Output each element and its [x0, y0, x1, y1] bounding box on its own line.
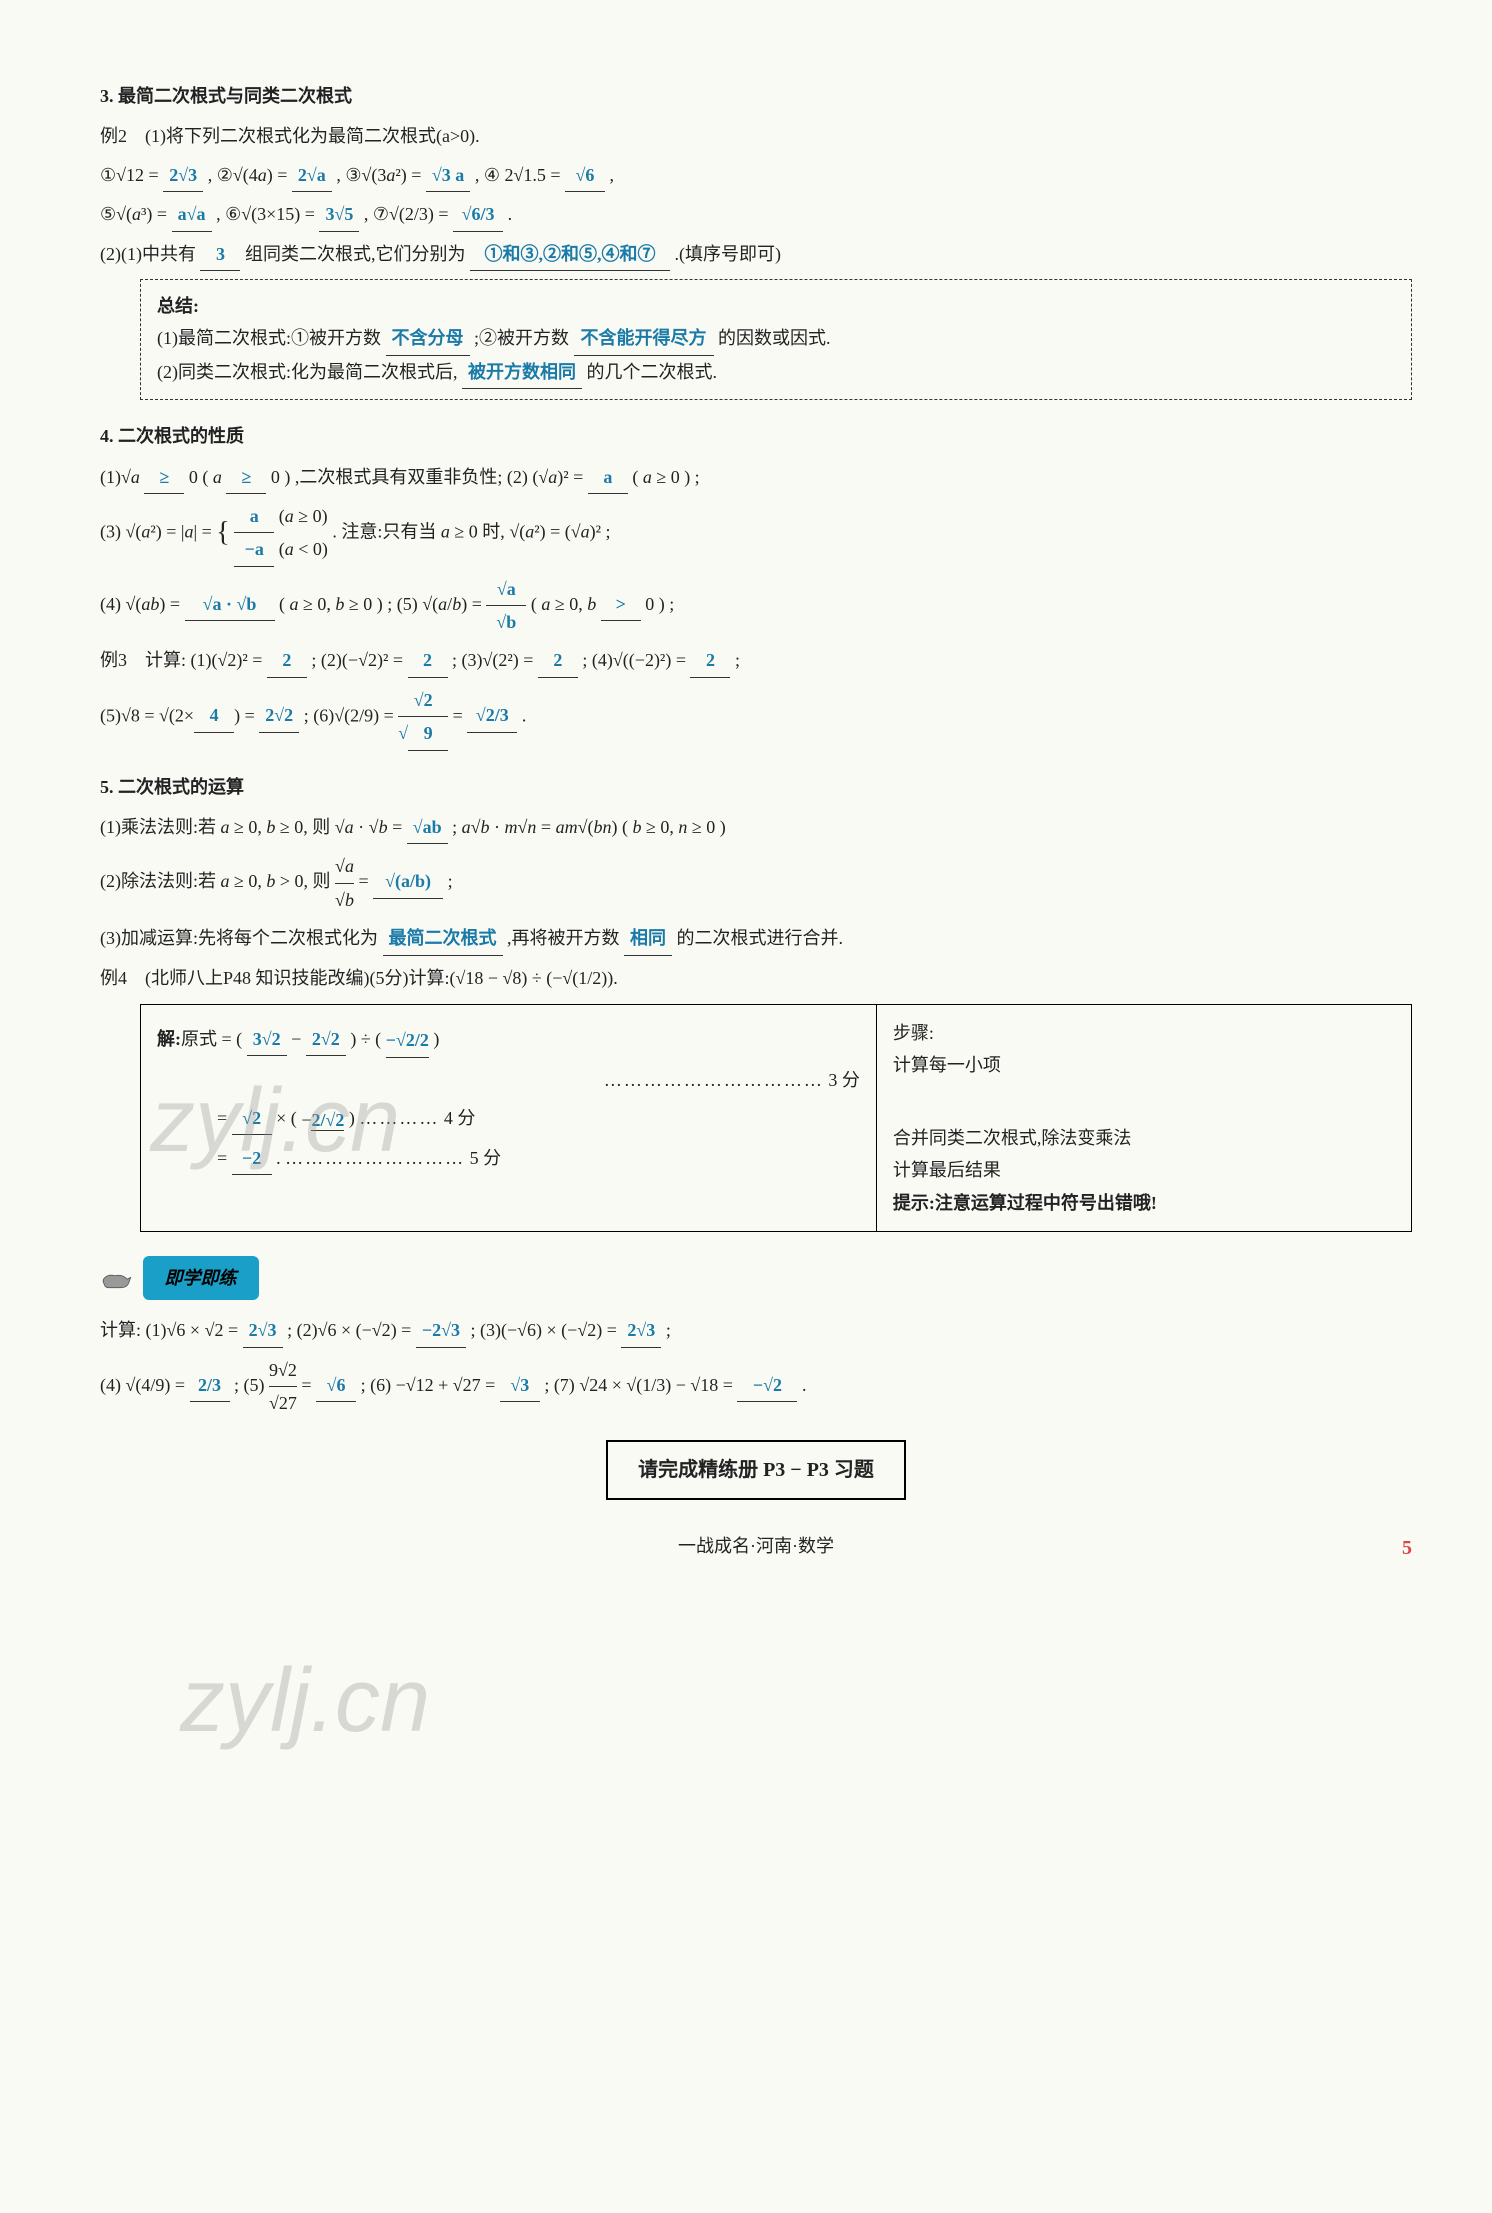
hint: 提示:注意运算过程中符号出错哦! [893, 1187, 1395, 1219]
practice-banner-row: 即学即练 [100, 1242, 1412, 1308]
practice-line2: (4) √(4/9) = 2/3 ; (5) 9√2√27 = √6 ; (6)… [100, 1354, 1412, 1420]
sb: 2√2 [306, 1023, 346, 1056]
ans-5: a√a [172, 198, 212, 231]
p4b1: √a · √b [185, 588, 275, 621]
exercise-box: 请完成精练册 P3 − P3 习题 [606, 1440, 906, 1500]
ans-2: 2√a [292, 159, 332, 192]
pa5: √6 [316, 1369, 356, 1402]
se: 2/√2 [311, 1110, 344, 1131]
e3-3: 2 [538, 644, 578, 677]
p3b1: a [234, 500, 274, 533]
sum1-b1: 不含分母 [386, 322, 470, 355]
e3-2: 2 [408, 644, 448, 677]
e3-1: 2 [267, 644, 307, 677]
pa3: 2√3 [621, 1314, 661, 1347]
e3-5a: 4 [194, 699, 234, 732]
ex2-line1: ①√12 = 2√3 , ②√(4a) = 2√a , ③√(3a²) = √3… [100, 159, 1412, 192]
sd: √2 [232, 1102, 272, 1135]
footer: 一战成名·河南·数学 5 [100, 1530, 1412, 1562]
p4b2: √a [486, 573, 526, 606]
e3-6c: √2/3 [467, 699, 517, 732]
sum1-b2: 不含能开得尽方 [574, 322, 714, 355]
p2-end: .(填序号即可) [674, 244, 781, 264]
page-number: 5 [1402, 1530, 1412, 1566]
ans-6: 3√5 [319, 198, 359, 231]
pa4: 2/3 [190, 1369, 230, 1402]
step1: 计算每一小项 [893, 1049, 1395, 1081]
pa1: 2√3 [243, 1314, 283, 1347]
e3-5b: 2√2 [259, 699, 299, 732]
groups-detail: ①和③,②和⑤,④和⑦ [470, 238, 670, 271]
section-5-title: 5. 二次根式的运算 [100, 771, 1412, 803]
summary-box: 总结: (1)最简二次根式:①被开方数 不含分母 ;②被开方数 不含能开得尽方 … [140, 279, 1412, 400]
mul-rule: (1)乘法法则:若 a ≥ 0, b ≥ 0, 则 √a · √b = √ab … [100, 811, 1412, 844]
ex2-line2: ⑤√(a³) = a√a , ⑥√(3×15) = 3√5 , ⑦√(2/3) … [100, 198, 1412, 231]
sum2-b: 被开方数相同 [462, 356, 582, 389]
ans-4: √6 [565, 159, 605, 192]
e3-6b: 9 [408, 717, 448, 750]
rhino-icon [100, 1266, 134, 1294]
p1b1: ≥ [144, 461, 184, 494]
example-4: 例4 (北师八上P48 知识技能改编)(5分)计算:(√18 − √8) ÷ (… [100, 962, 1412, 994]
solution-box: 解:原式 = ( 3√2 − 2√2 ) ÷ ( −√2/2 ) …………………… [140, 1004, 1412, 1232]
groups-count: 3 [200, 238, 240, 271]
add-b1: 最简二次根式 [383, 922, 503, 955]
pa6: √3 [500, 1369, 540, 1402]
div-b: √(a/b) [373, 865, 443, 898]
step3: 计算最后结果 [893, 1154, 1395, 1186]
practice-banner: 即学即练 [143, 1256, 259, 1300]
sf: −2 [232, 1142, 272, 1175]
practice-line1: 计算: (1)√6 × √2 = 2√3 ; (2)√6 × (−√2) = −… [100, 1314, 1412, 1347]
ans-3: √3 a [426, 159, 470, 192]
p2-mid: 组同类二次根式,它们分别为 [245, 244, 466, 264]
div-rule: (2)除法法则:若 a ≥ 0, b > 0, 则 √a √b = √(a/b)… [100, 850, 1412, 916]
section-4-title: 4. 二次根式的性质 [100, 420, 1412, 452]
section-3-title: 3. 最简二次根式与同类二次根式 [100, 80, 1412, 112]
p4b4: > [601, 588, 641, 621]
p1b3: a [588, 461, 628, 494]
steps-title: 步骤: [893, 1017, 1395, 1049]
mul-b: √ab [407, 811, 448, 844]
p1b2: ≥ [226, 461, 266, 494]
p4b3: √b [486, 606, 526, 638]
ans-7: √6/3 [453, 198, 503, 231]
step2: 合并同类二次根式,除法变乘法 [893, 1122, 1395, 1154]
add-b2: 相同 [624, 922, 672, 955]
ans-1: 2√3 [163, 159, 203, 192]
example-3: 例3 计算: (1)(√2)² = 2 ; (2)(−√2)² = 2 ; (3… [100, 644, 1412, 677]
summary-title: 总结: [157, 290, 1395, 322]
ex2-part2: (2)(1)中共有 3 组同类二次根式,它们分别为 ①和③,②和⑤,④和⑦ .(… [100, 238, 1412, 271]
watermark-2: zylj.cn [180, 1620, 430, 1782]
p3b2: −a [234, 533, 274, 566]
sc: √2/2 [396, 1030, 429, 1050]
add-rule: (3)加减运算:先将每个二次根式化为 最简二次根式 ,再将被开方数 相同 的二次… [100, 922, 1412, 955]
footer-text: 一战成名·河南·数学 [678, 1536, 834, 1556]
e3-4: 2 [690, 644, 730, 677]
example-3-cont: (5)√8 = √(2×4) = 2√2 ; (6)√(2/9) = √2 √9… [100, 684, 1412, 751]
pa7: −√2 [737, 1369, 797, 1402]
pa2: −2√3 [416, 1314, 466, 1347]
sa: 3√2 [247, 1023, 287, 1056]
solution-right: 步骤: 计算每一小项 合并同类二次根式,除法变乘法 计算最后结果 提示:注意运算… [877, 1005, 1411, 1231]
example-2-intro: 例2 (1)将下列二次根式化为最简二次根式(a>0). [100, 120, 1412, 152]
p2-pre: (2)(1)中共有 [100, 244, 196, 264]
summary-1: (1)最简二次根式:①被开方数 不含分母 ;②被开方数 不含能开得尽方 的因数或… [157, 322, 1395, 355]
prop-4-5: (4) √(ab) = √a · √b ( a ≥ 0, b ≥ 0 ) ; (… [100, 573, 1412, 639]
summary-2: (2)同类二次根式:化为最简二次根式后, 被开方数相同 的几个二次根式. [157, 356, 1395, 389]
prop-3: (3) √(a²) = |a| = { a (a ≥ 0) −a (a < 0)… [100, 500, 1412, 567]
e3-6a: √2 [398, 684, 448, 717]
solution-left: 解:原式 = ( 3√2 − 2√2 ) ÷ ( −√2/2 ) …………………… [141, 1005, 877, 1231]
prop-1-2: (1)√a ≥ 0 ( a ≥ 0 ) ,二次根式具有双重非负性; (2) (√… [100, 461, 1412, 494]
